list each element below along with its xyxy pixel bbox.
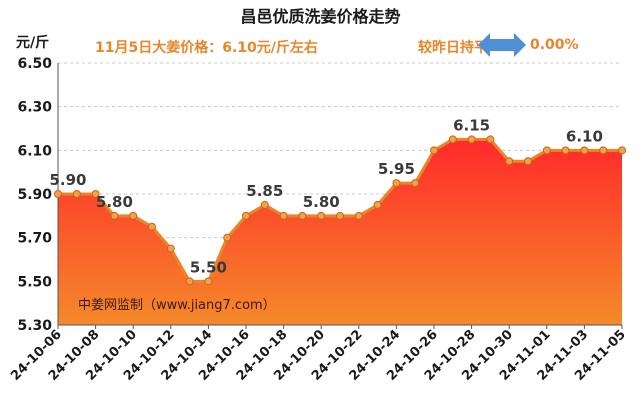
data-point [354,211,363,220]
data-point [580,146,589,155]
y-tick-label: 5.70 [17,231,52,247]
data-point [505,157,514,166]
data-point [618,146,626,155]
data-point [448,135,457,144]
data-point [72,190,81,198]
data-point [166,244,175,253]
data-label: 6.15 [453,116,490,134]
data-point [561,146,570,155]
data-point [148,222,156,231]
data-point [260,200,269,209]
data-point [110,211,119,220]
data-point [336,211,344,220]
data-point [185,277,194,286]
data-label: 6.10 [566,127,603,145]
data-point [54,190,62,198]
data-point [298,211,307,220]
y-tick-label: 5.90 [17,187,52,203]
chart-title: 昌邑优质洗姜价格走势 [240,7,401,26]
data-point [91,190,100,198]
data-point [542,146,551,155]
data-point [430,146,438,155]
change-percent: 0.00% [530,37,579,53]
data-point [129,211,138,220]
y-tick-label: 5.30 [17,318,52,334]
data-label: 5.85 [246,182,283,200]
price-area [58,139,622,325]
y-tick-label: 6.10 [17,143,52,159]
source-note: 中姜网监制（www.jiang7.com） [78,298,276,313]
y-tick-label: 5.50 [17,274,52,290]
price-note: 11月5日大姜价格：6.10元/斤左右 [95,40,318,56]
data-label: 5.80 [303,193,340,211]
data-point [486,135,495,144]
data-point [223,233,232,242]
data-point [392,179,401,188]
data-label: 5.95 [378,160,415,178]
y-tick-label: 6.50 [17,56,52,72]
data-point [279,211,288,220]
data-point [524,157,532,166]
data-point [411,179,420,188]
data-label: 5.50 [190,258,227,276]
compare-label: 较昨日持平 [418,40,488,56]
data-label: 5.80 [96,193,133,211]
data-point [373,200,382,209]
data-point [467,135,476,144]
data-point [599,146,608,155]
data-point [242,211,250,220]
y-tick-label: 6.30 [17,100,52,116]
data-label: 5.90 [49,171,86,189]
double-arrow-icon [478,33,526,57]
data-point [317,211,326,220]
data-point [204,277,213,286]
unit-label: 元/斤 [16,35,50,51]
